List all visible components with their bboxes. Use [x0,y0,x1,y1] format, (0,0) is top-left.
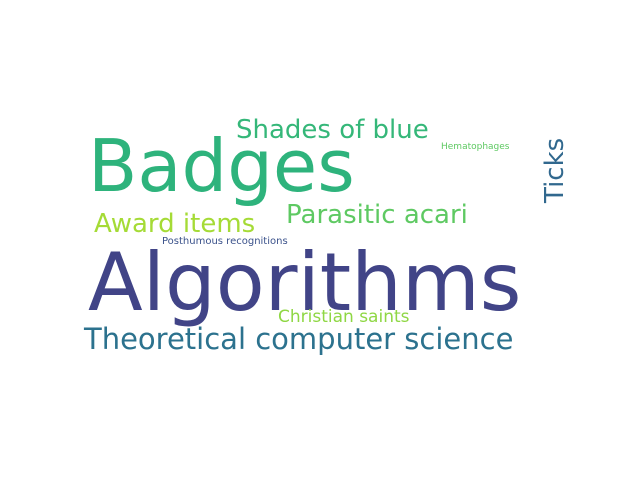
word-hematophages: Hematophages [441,142,510,152]
word-ticks: Ticks [540,137,570,203]
word-award-items: Award items [94,209,256,239]
word-shades-of-blue: Shades of blue [236,115,429,145]
word-algorithms: Algorithms [88,236,522,329]
word-posthumous-recognitions: Posthumous recognitions [162,236,288,247]
word-badges: Badges [88,124,355,208]
word-christian-saints: Christian saints [278,307,410,327]
word-parasitic-acari: Parasitic acari [286,200,468,230]
word-theoretical-computer-science: Theoretical computer science [84,322,514,356]
